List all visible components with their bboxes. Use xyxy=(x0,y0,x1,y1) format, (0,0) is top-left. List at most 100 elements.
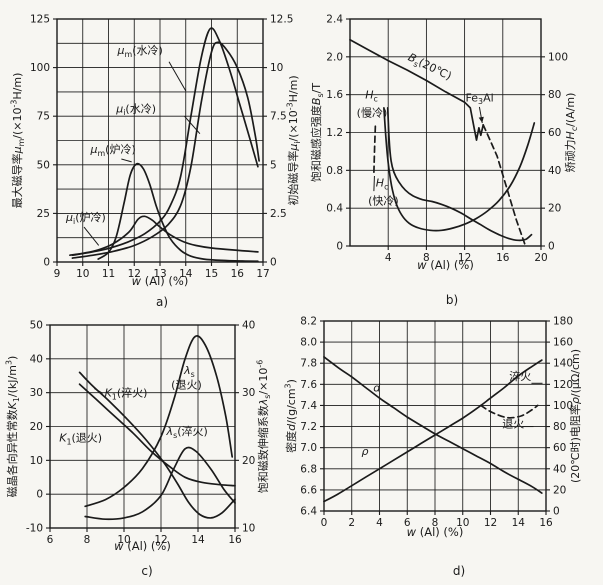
x-tick-label: 14 xyxy=(179,268,193,280)
x-tick-label: 0 xyxy=(321,517,328,529)
left-tick-label: 7.4 xyxy=(300,400,317,412)
annotation-a-0: μm(水冷) xyxy=(117,44,163,59)
x-tick-label: 14 xyxy=(191,534,205,546)
x-tick-label: 16 xyxy=(228,534,242,546)
x-tick-label: 13 xyxy=(153,268,166,280)
x-tick-label: 12 xyxy=(484,517,497,529)
annotation-c-0: K1(淬火) xyxy=(105,386,148,402)
left-tick-label: 8.0 xyxy=(300,337,317,349)
annotation-c-4: λs(淬火) xyxy=(166,424,208,440)
left-tick-label: 50 xyxy=(37,159,50,171)
left-tick-label: 50 xyxy=(30,320,43,332)
annotation-leader xyxy=(184,115,201,135)
annotation-a-2: μm(炉冷) xyxy=(89,143,135,158)
annotation-arrowhead xyxy=(478,116,484,124)
left-tick-label: 0 xyxy=(336,241,343,253)
series-lambda-anneal xyxy=(84,335,234,508)
caption-c: c) xyxy=(141,564,153,578)
annotation-d-3: 退火 xyxy=(502,418,524,431)
annotation-d-1: ρ xyxy=(361,445,368,458)
x-tick-label: 10 xyxy=(117,534,130,546)
left-axis-title: 磁晶各向异性常数K1/(kJ/m3) xyxy=(5,356,21,498)
series-bs-20c-dashed xyxy=(482,124,526,245)
right-axis-title: 初始磁导率μi/(×10-3H/m) xyxy=(286,75,302,205)
annotation-leader xyxy=(373,175,375,192)
left-tick-label: -10 xyxy=(26,523,43,535)
series-rho-anneal xyxy=(479,404,539,419)
x-tick-label: 4 xyxy=(376,517,383,529)
right-tick-label: 20 xyxy=(553,484,566,496)
series-bs-20c xyxy=(349,38,485,141)
right-tick-label: 0 xyxy=(270,257,277,269)
annotation-d-0: d xyxy=(373,382,381,395)
left-tick-label: 1.2 xyxy=(326,127,343,139)
x-tick-label: 11 xyxy=(102,268,115,280)
annotation-a-3: μi(炉冷) xyxy=(65,211,106,226)
left-tick-label: 7.2 xyxy=(300,421,317,433)
right-tick-label: 0 xyxy=(553,506,560,518)
left-axis-title: 密度d/(g/cm3) xyxy=(284,379,298,453)
right-tick-label: 80 xyxy=(548,89,561,101)
left-tick-label: 1.6 xyxy=(326,89,343,101)
annotation-c-2: λs xyxy=(183,364,195,379)
x-tick-label: 14 xyxy=(512,517,526,529)
x-tick-label: 8 xyxy=(84,534,91,546)
x-tick-label: 16 xyxy=(496,252,510,264)
x-tick-label: 12 xyxy=(458,252,471,264)
right-tick-label: 120 xyxy=(553,379,573,391)
x-tick-label: 20 xyxy=(534,252,547,264)
x-tick-label: 12 xyxy=(154,534,167,546)
x-tick-label: 8 xyxy=(432,517,439,529)
left-tick-label: 8.2 xyxy=(300,316,317,328)
left-tick-label: 6.4 xyxy=(300,506,317,518)
series-rho-quench xyxy=(323,359,543,503)
series-density xyxy=(323,356,543,494)
right-tick-label: 140 xyxy=(553,358,573,370)
ticks-b xyxy=(346,18,545,250)
ticks-a xyxy=(53,18,267,266)
series-k1-anneal xyxy=(78,383,236,487)
ticks-c xyxy=(46,324,239,532)
left-tick-label: 2.0 xyxy=(326,51,343,63)
annotation-a-1: μi(水冷) xyxy=(115,102,156,117)
left-tick-label: 25 xyxy=(37,208,50,220)
x-tick-label: 12 xyxy=(128,268,141,280)
left-tick-label: 0.4 xyxy=(326,203,343,215)
right-axis-title: (20℃时)电阻率ρ/(μΩ/cm) xyxy=(568,349,582,483)
grid-a xyxy=(57,19,263,262)
series-mu-i-water xyxy=(71,41,260,259)
x-axis-title: w (Al) (%) xyxy=(407,525,464,539)
x-tick-label: 2 xyxy=(348,517,355,529)
x-tick-label: 8 xyxy=(423,252,430,264)
x-tick-label: 10 xyxy=(456,517,469,529)
caption-a: a) xyxy=(155,295,169,309)
left-tick-label: 40 xyxy=(30,353,43,365)
annotation-c-3: (退火) xyxy=(171,378,202,391)
annotation-leader xyxy=(121,158,132,163)
annotation-d-2: 淬火 xyxy=(509,369,531,383)
subplot-b: 4 8 12 16 2000.40.81.21.62.02.4020406080100饱… xyxy=(309,14,579,273)
subplot-a: 9 10 11 12 13 14 15 16 17025507510012502.557.510… xyxy=(10,14,302,289)
ticks-d xyxy=(320,320,550,515)
left-tick-label: 100 xyxy=(30,62,50,74)
grid-b xyxy=(350,19,541,246)
annotation-c-1: K1(退火) xyxy=(59,432,102,447)
right-tick-label: 40 xyxy=(242,320,255,332)
right-tick-label: 60 xyxy=(553,442,566,454)
annotation-b-0: Bs(20℃) xyxy=(405,51,453,85)
right-tick-label: 100 xyxy=(553,400,573,412)
x-tick-label: 6 xyxy=(404,517,411,529)
left-tick-label: 10 xyxy=(30,455,43,467)
caption-b: b) xyxy=(445,293,459,307)
x-tick-label: 16 xyxy=(539,517,553,529)
x-axis-title: w (Al) (%) xyxy=(114,539,171,553)
x-tick-label: 15 xyxy=(205,268,218,280)
left-tick-label: 75 xyxy=(37,111,50,123)
annotation-b-5: (快冷) xyxy=(368,194,399,207)
right-tick-label: 40 xyxy=(548,165,561,177)
right-tick-label: 60 xyxy=(548,127,561,139)
annotation-b-3: (慢冷) xyxy=(357,106,388,119)
left-tick-label: 7.6 xyxy=(300,379,317,391)
